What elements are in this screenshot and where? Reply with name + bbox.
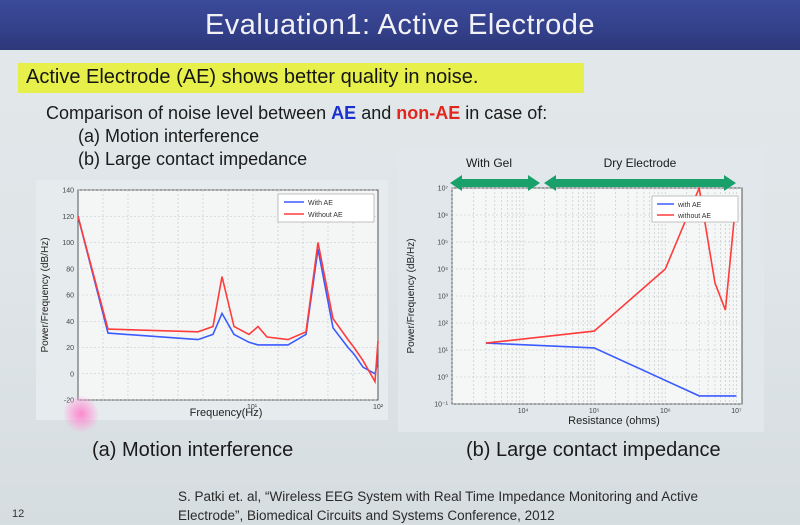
xlabel-a: Frequency(Hz) bbox=[190, 407, 263, 419]
item-impedance: (b) Large contact impedance bbox=[78, 149, 308, 169]
y-tick-label: 0 bbox=[70, 371, 74, 378]
highlight-box bbox=[18, 63, 584, 93]
legend-b-with-ae: with AE bbox=[677, 202, 702, 209]
x-tick-label: 10⁴ bbox=[518, 408, 529, 415]
caption-a: (a) Motion interference bbox=[92, 439, 294, 461]
legend-b-without-ae: without AE bbox=[677, 213, 711, 220]
caption-b: (b) Large contact impedance bbox=[466, 439, 721, 461]
y-tick-label: 10³ bbox=[438, 294, 449, 301]
highlight-statement: Active Electrode (AE) shows better quali… bbox=[26, 66, 479, 88]
x-tick-label: 10⁵ bbox=[589, 408, 600, 415]
page-number: 12 bbox=[12, 508, 25, 520]
with-gel-label: With Gel bbox=[466, 156, 512, 170]
citation-line-1: S. Patki et. al, “Wireless EEG System wi… bbox=[178, 489, 698, 504]
series-without-ae-b bbox=[485, 185, 738, 344]
y-tick-label: 140 bbox=[62, 188, 74, 195]
comparison-line: Comparison of noise level between AE and… bbox=[46, 103, 547, 124]
y-tick-label: 10⁵ bbox=[437, 240, 448, 247]
dry-electrode-label: Dry Electrode bbox=[604, 156, 677, 170]
legend-b: with AE without AE bbox=[651, 195, 739, 223]
x-tick-label: 10⁶ bbox=[660, 408, 671, 415]
y-tick-label: 120 bbox=[62, 214, 74, 221]
comparison-prefix: Comparison of noise level between bbox=[46, 103, 332, 123]
y-tick-label: 80 bbox=[66, 266, 74, 273]
y-tick-label: 100 bbox=[62, 240, 74, 247]
with-gel-arrow bbox=[450, 175, 540, 191]
x-tick-label: 10² bbox=[373, 404, 384, 411]
x-tick-label: 10¹ bbox=[247, 404, 258, 411]
x-tick-label: 10⁷ bbox=[731, 408, 742, 415]
slide-title: Evaluation1: Active Electrode bbox=[204, 9, 596, 41]
y-tick-label: 10² bbox=[438, 321, 449, 328]
xlabel-b: Resistance (ohms) bbox=[568, 415, 660, 427]
dry-electrode-arrow bbox=[544, 175, 736, 191]
ylabel-a: Power/Frequency (dB/Hz) bbox=[40, 237, 51, 352]
y-tick-label: 20 bbox=[66, 345, 74, 352]
item-motion: (a) Motion interference bbox=[78, 126, 260, 146]
region-arrows: With Gel Dry Electrode bbox=[450, 156, 736, 191]
ae-label: AE bbox=[331, 103, 357, 123]
comparison-suffix: in case of: bbox=[460, 103, 548, 123]
ylabel-b: Power/Frequency (dB/Hz) bbox=[406, 238, 417, 353]
legend-a-without-ae: Without AE bbox=[308, 212, 343, 219]
series-with-ae bbox=[77, 216, 379, 376]
non-ae-label: non-AE bbox=[396, 103, 461, 123]
legend-a-with-ae: With AE bbox=[308, 200, 333, 207]
y-tick-label: 10⁷ bbox=[438, 186, 449, 193]
y-tick-label: 10⁶ bbox=[437, 213, 448, 220]
y-tick-label: 60 bbox=[66, 293, 74, 300]
legend-a: With AE Without AE bbox=[277, 193, 375, 223]
series-without-ae bbox=[77, 216, 379, 385]
y-tick-label: 10⁴ bbox=[437, 267, 448, 274]
citation-line-2: Electrode”, Biomedical Circuits and Syst… bbox=[178, 508, 555, 523]
series-with-ae-b bbox=[485, 342, 737, 397]
y-tick-label: 40 bbox=[66, 319, 74, 326]
title-bar bbox=[0, 0, 800, 50]
y-tick-label: 10⁰ bbox=[437, 374, 448, 382]
y-tick-label: 10¹ bbox=[438, 348, 449, 355]
comparison-and: and bbox=[356, 103, 397, 123]
chart-contact-impedance: 10⁻¹ 10⁰ 10¹ 10² 10³ 10⁴ 10⁵ 10⁶ 10⁷ 10⁴ 10⁵ 10⁶ 10… bbox=[398, 150, 764, 432]
y-tick-label: 10⁻¹ bbox=[434, 402, 448, 409]
